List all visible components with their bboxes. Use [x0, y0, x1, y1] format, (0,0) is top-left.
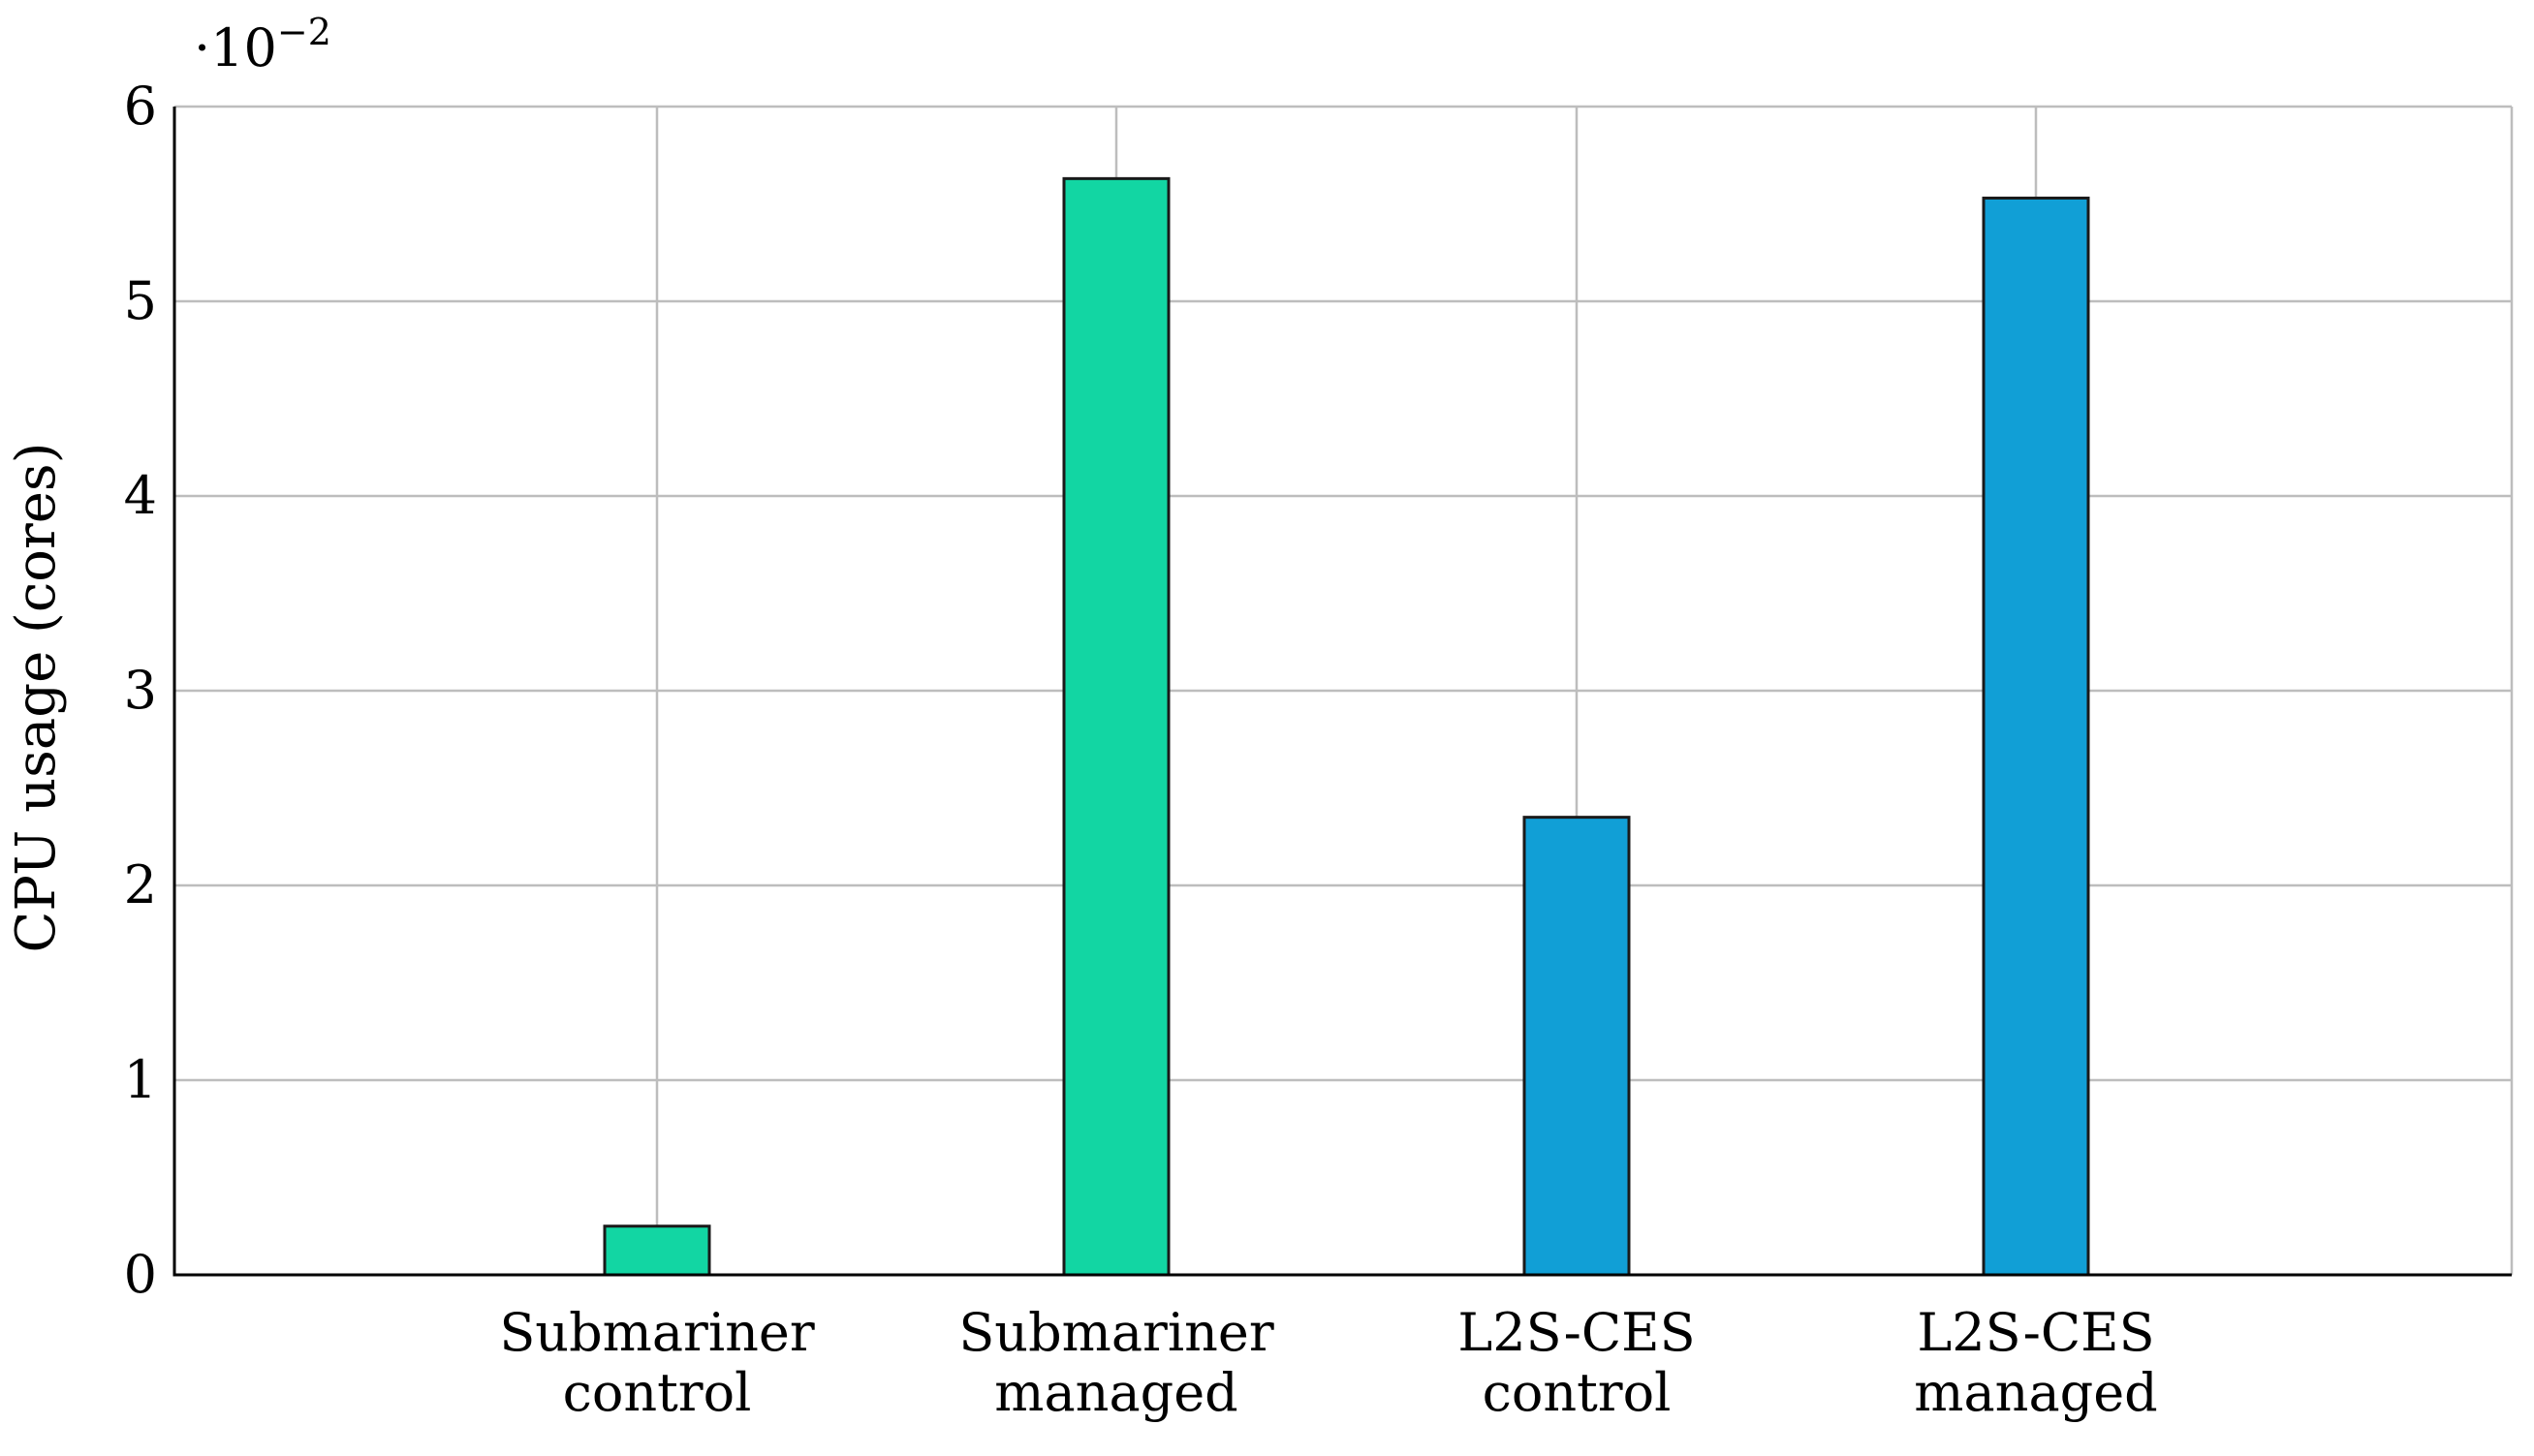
- x-tick-label-line: control: [1483, 1362, 1672, 1423]
- x-tick-label-line: managed: [994, 1362, 1237, 1423]
- y-tick-label: 1: [124, 1049, 157, 1110]
- axis-scale-label: ·10−2: [194, 11, 331, 78]
- x-tick-label: Submariner managed: [958, 1302, 1274, 1423]
- y-tick-label: 2: [124, 854, 157, 915]
- y-tick-label: 4: [124, 465, 157, 526]
- y-tick-label: 5: [124, 270, 157, 331]
- x-tick-label-line: L2S-CES: [1457, 1302, 1695, 1363]
- grid-lines: [174, 105, 2514, 1277]
- x-tick-label-line: L2S-CES: [1917, 1302, 2154, 1363]
- x-tick-label: L2S-CES control: [1457, 1302, 1695, 1423]
- x-tick-label: L2S-CES managed: [1914, 1302, 2157, 1423]
- x-tick-label: Submariner control: [499, 1302, 815, 1423]
- y-tick-label: 3: [124, 660, 157, 721]
- y-tick-label: 0: [124, 1244, 157, 1305]
- axis-scale-prefix: ·10: [194, 17, 277, 78]
- y-axis-label: CPU usage (cores): [5, 443, 68, 953]
- axis-scale-exponent: −2: [277, 11, 331, 53]
- y-tick-label: 6: [124, 76, 157, 137]
- y-tick-labels: 0 1 2 3 4 5 6: [124, 76, 157, 1305]
- x-tick-label-line: control: [563, 1362, 752, 1423]
- x-tick-label-line: Submariner: [499, 1302, 815, 1363]
- axes: [172, 107, 2512, 1277]
- bar: [1062, 176, 1171, 1277]
- bars: [603, 176, 2090, 1277]
- x-tick-label-line: Submariner: [958, 1302, 1274, 1363]
- bar: [1982, 196, 2090, 1277]
- bar: [1522, 816, 1631, 1277]
- x-tick-label-line: managed: [1914, 1362, 2157, 1423]
- bar: [603, 1224, 711, 1277]
